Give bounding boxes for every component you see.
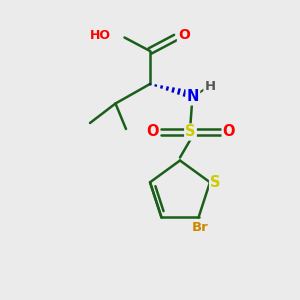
Text: S: S bbox=[185, 124, 196, 140]
Text: O: O bbox=[178, 28, 190, 42]
Text: N: N bbox=[187, 89, 199, 104]
Text: O: O bbox=[146, 124, 158, 140]
Text: O: O bbox=[223, 124, 235, 140]
Text: S: S bbox=[210, 175, 220, 190]
Text: Br: Br bbox=[192, 220, 208, 234]
Text: H: H bbox=[204, 80, 216, 94]
Text: HO: HO bbox=[90, 28, 111, 42]
